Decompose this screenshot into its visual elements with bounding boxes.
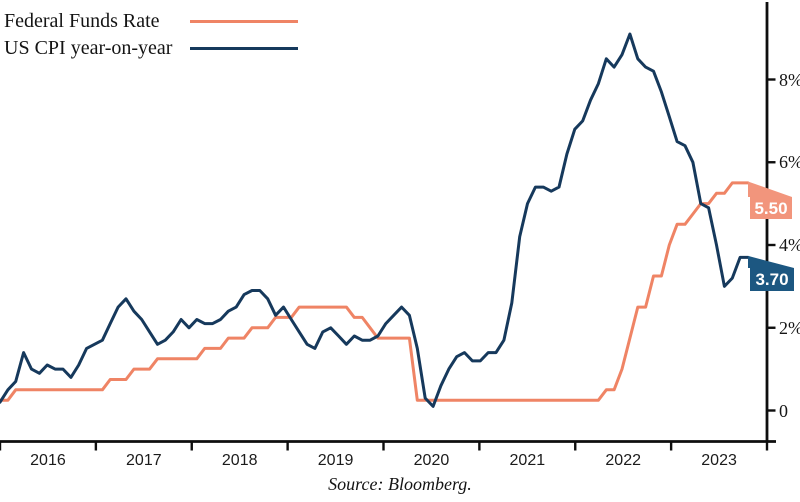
y-axis-label-6: 6% bbox=[779, 152, 800, 173]
cpi-end-value-flag: 3.70 bbox=[750, 268, 794, 291]
fed-funds-line bbox=[0, 181, 750, 402]
cpi-line-swatch-icon bbox=[190, 47, 298, 50]
cpi-flag-pennant-icon bbox=[748, 255, 794, 268]
y-axis-label-2: 2% bbox=[779, 317, 800, 338]
x-axis-label-2017: 2017 bbox=[126, 452, 162, 469]
legend-label-fed: Federal Funds Rate bbox=[4, 10, 160, 32]
fed-line-swatch-icon bbox=[190, 20, 298, 23]
x-axis-label-2022: 2022 bbox=[605, 452, 641, 469]
legend-label-cpi: US CPI year-on-year bbox=[4, 37, 173, 59]
x-axis-label-2018: 2018 bbox=[221, 452, 258, 469]
x-axis-label-2023: 2023 bbox=[701, 452, 737, 469]
source-note: Source: Bloomberg. bbox=[328, 474, 472, 494]
y-axis-label-4: 4% bbox=[779, 235, 800, 255]
legend-item-cpi: US CPI year-on-year bbox=[4, 35, 298, 61]
fed-flag-pennant-icon bbox=[748, 181, 792, 197]
y-axis-label-0: 0 bbox=[779, 400, 788, 421]
y-axis-label-8: 8% bbox=[779, 69, 800, 90]
x-axis-label-2020: 2020 bbox=[413, 452, 450, 469]
x-axis-label-2016: 2016 bbox=[30, 452, 66, 469]
legend-item-fed: Federal Funds Rate bbox=[4, 8, 298, 34]
x-axis-label-2021: 2021 bbox=[509, 452, 546, 469]
x-axis-label-2019: 2019 bbox=[317, 452, 354, 469]
fed-end-value-flag: 5.50 bbox=[750, 197, 792, 219]
cpi-line bbox=[0, 32, 750, 408]
